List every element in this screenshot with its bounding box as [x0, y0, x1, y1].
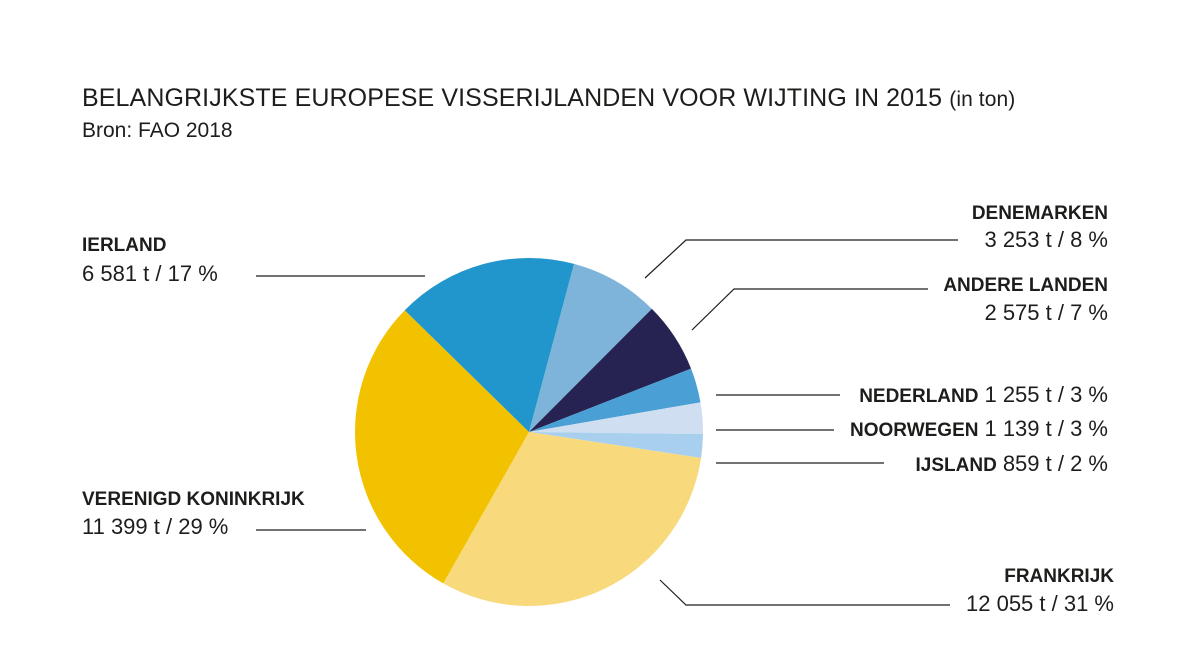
pie-slice-denemarken	[529, 263, 652, 432]
leader-line-frankrijk	[659, 579, 950, 606]
label-value-frankrijk: 12 055 t / 31 %	[966, 591, 1114, 616]
pie-slice-ierland	[404, 258, 575, 432]
label-value-ijsland: 859 t / 2 %	[1003, 451, 1108, 476]
pie-slice-verenigd-koninkrijk	[355, 310, 529, 584]
label-name-frankrijk: FRANKRIJK	[1004, 566, 1114, 587]
leader-line-andere-landen	[691, 288, 928, 331]
label-name-denemarken: DENEMARKEN	[972, 203, 1108, 224]
pie-slice-noorwegen	[529, 402, 704, 435]
label-value-ierland: 6 581 t / 17 %	[82, 261, 218, 286]
label-value-verenigd-koninkrijk: 11 399 t / 29 %	[82, 514, 228, 539]
label-value-noorwegen: 1 139 t / 3 %	[984, 416, 1108, 441]
label-value-nederland: 1 255 t / 3 %	[984, 382, 1108, 407]
pie-slice-andere-landen	[529, 308, 692, 432]
leader-line-denemarken	[644, 239, 958, 279]
label-ijsland: IJSLAND 859 t / 2 %	[916, 451, 1108, 476]
label-name-verenigd-koninkrijk: VERENIGD KONINKRIJK	[82, 489, 305, 510]
chart-title: BELANGRIJKSTE EUROPESE VISSERIJLANDEN VO…	[82, 84, 1015, 113]
pie-slice-ijsland	[529, 432, 703, 458]
chart-title-text: BELANGRIJKSTE EUROPESE VISSERIJLANDEN VO…	[82, 84, 943, 112]
pie-slice-nederland	[529, 368, 701, 432]
chart-title-unit: (in ton)	[949, 88, 1016, 111]
label-value-denemarken: 3 253 t / 8 %	[984, 227, 1108, 252]
pie-slice-frankrijk	[443, 432, 702, 606]
label-name-andere-landen: ANDERE LANDEN	[943, 275, 1108, 296]
pie-slices	[355, 258, 704, 606]
label-name-nederland: NEDERLAND	[859, 386, 978, 407]
slice-labels: DENEMARKEN 3 253 t / 8 % ANDERE LANDEN 2…	[82, 203, 1114, 616]
label-name-ierland: IERLAND	[82, 235, 166, 256]
label-name-ijsland: IJSLAND	[916, 455, 997, 476]
label-name-noorwegen: NOORWEGEN	[850, 420, 978, 441]
chart-source: Bron: FAO 2018	[82, 119, 233, 142]
label-nederland: NEDERLAND 1 255 t / 3 %	[859, 382, 1108, 407]
label-value-andere-landen: 2 575 t / 7 %	[984, 300, 1108, 325]
leader-lines	[256, 239, 958, 606]
label-noorwegen: NOORWEGEN 1 139 t / 3 %	[850, 416, 1108, 441]
